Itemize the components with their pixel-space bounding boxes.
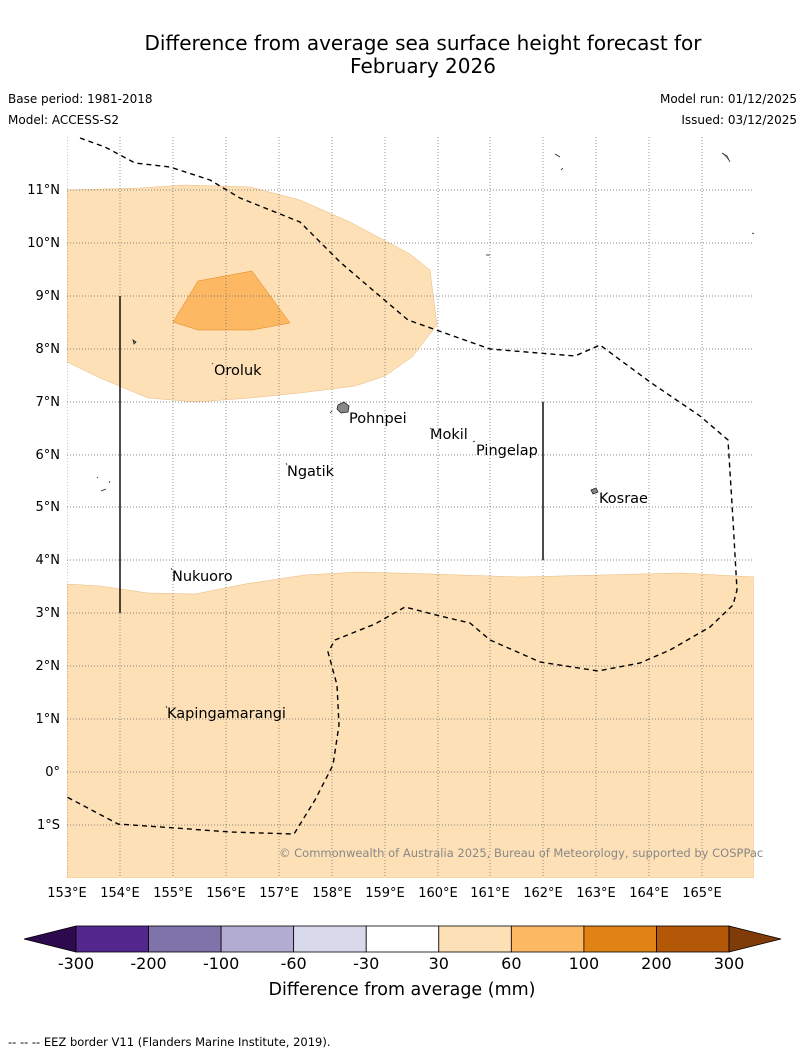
- colorbar-tick: 300: [714, 954, 745, 973]
- atoll-west: [132, 339, 137, 345]
- lon-label: 160°E: [418, 886, 458, 901]
- colorbar-bin: [583, 925, 657, 953]
- lon-label: 156°E: [206, 886, 246, 901]
- lat-label: 10°N: [27, 236, 60, 251]
- place-label: Oroluk: [214, 363, 262, 379]
- lat-label: 1°S: [37, 818, 60, 833]
- colorbar-tick: 30: [429, 954, 449, 973]
- colorbar-tick: 100: [569, 954, 600, 973]
- eez-legend-text: EEZ border V11 (Flanders Marine Institut…: [43, 1035, 331, 1049]
- anomaly-region-south: [67, 571, 754, 878]
- colorbar-bin: [438, 925, 512, 953]
- colorbar-below-min-triangle: [23, 925, 77, 953]
- place-label: Pingelap: [476, 443, 538, 459]
- lat-label: 7°N: [36, 395, 61, 410]
- base-period: Base period: 1981-2018: [8, 92, 153, 106]
- pohnpei-island: [336, 401, 350, 414]
- lon-label: 161°E: [470, 886, 510, 901]
- title-line-1: Difference from average sea surface heig…: [144, 31, 702, 55]
- colorbar-above-max-triangle: [728, 925, 782, 953]
- lon-label: 162°E: [523, 886, 563, 901]
- lon-label: 163°E: [576, 886, 616, 901]
- place-label: Pohnpei: [349, 411, 407, 427]
- title-line-2: February 2026: [350, 54, 496, 78]
- colorbar-bin: [656, 925, 730, 953]
- colorbar-tick: -200: [130, 954, 166, 973]
- place-labels: Oroluk Pohnpei Mokil Pingelap Ngatik Kos…: [167, 363, 648, 722]
- colorbar-tick: 60: [501, 954, 521, 973]
- lon-label: 154°E: [100, 886, 140, 901]
- place-label: Nukuoro: [172, 569, 233, 585]
- colorbar-bin: [75, 925, 149, 953]
- lat-label: 5°N: [36, 500, 61, 515]
- lat-label: 3°N: [36, 606, 61, 621]
- colorbar: -300 -200 -100 -60 -30 30 60 100 200 300 Differen…: [23, 925, 782, 1000]
- colorbar-tick: 200: [641, 954, 672, 973]
- colorbar-bin: [148, 925, 222, 953]
- graticule: [67, 137, 754, 878]
- lon-label: 157°E: [259, 886, 299, 901]
- model-name: Model: ACCESS-S2: [8, 113, 120, 127]
- islands: [96, 152, 754, 709]
- colorbar-bin: [365, 925, 440, 953]
- colorbar-bin: [510, 925, 585, 953]
- lat-label: 1°N: [36, 712, 61, 727]
- place-label: Kosrae: [599, 491, 648, 507]
- lat-label: 9°N: [36, 289, 61, 304]
- lon-label: 164°E: [629, 886, 669, 901]
- copyright-notice: © Commonwealth of Australia 2025, Bureau…: [279, 846, 763, 860]
- colorbar-tick: -60: [281, 954, 307, 973]
- lon-label: 155°E: [153, 886, 193, 901]
- colorbar-bin: [220, 925, 295, 953]
- model-run: Model run: 01/12/2025: [659, 92, 797, 106]
- lat-label: 4°N: [36, 553, 61, 568]
- colorbar-label: Difference from average (mm): [268, 980, 535, 1000]
- colorbar-tick: -300: [58, 954, 94, 973]
- colorbar-tick-labels: -300 -200 -100 -60 -30 30 60 100 200 300: [58, 954, 744, 973]
- lat-label: 2°N: [36, 659, 61, 674]
- lon-label: 165°E: [682, 886, 722, 901]
- map-area: Oroluk Pohnpei Mokil Pingelap Ngatik Kos…: [67, 137, 754, 878]
- place-label: Kapingamarangi: [167, 706, 286, 722]
- colorbar-bin: [293, 925, 367, 953]
- place-label: Mokil: [430, 427, 468, 443]
- lon-label: 158°E: [312, 886, 352, 901]
- kosrae-island: [590, 487, 599, 495]
- issued-date: Issued: 03/12/2025: [681, 113, 797, 127]
- eez-legend: -- -- -- EEZ border V11 (Flanders Marine…: [8, 1035, 331, 1049]
- eez-border: [67, 137, 738, 835]
- anomaly-region-north-core: [172, 270, 291, 331]
- lat-label: 6°N: [36, 448, 61, 463]
- lon-label: 159°E: [365, 886, 405, 901]
- lon-label: 153°E: [47, 886, 87, 901]
- place-label: Ngatik: [287, 464, 335, 480]
- colorbar-tick: -30: [353, 954, 379, 973]
- lat-label: 11°N: [27, 183, 60, 198]
- longitude-labels: 153°E 154°E 155°E 156°E 157°E 158°E 159°…: [47, 886, 722, 901]
- lat-label: 0°: [45, 765, 60, 780]
- eez-legend-symbol: -- -- --: [8, 1035, 41, 1049]
- colorbar-tick: -100: [203, 954, 239, 973]
- lat-label: 8°N: [36, 342, 61, 357]
- chart-title: Difference from average sea surface heig…: [0, 32, 804, 78]
- colorbar-bins: [75, 925, 730, 953]
- latitude-labels: 11°N 10°N 9°N 8°N 7°N 6°N 5°N 4°N 3°N 2°…: [27, 183, 60, 833]
